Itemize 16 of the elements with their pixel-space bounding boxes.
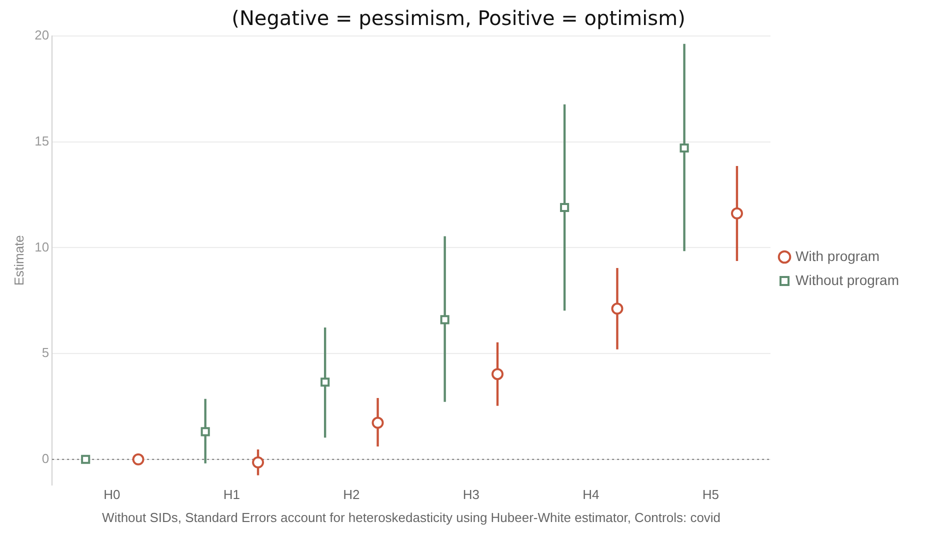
legend-label: Without program <box>796 272 899 288</box>
y-axis-title: Estimate <box>11 235 26 286</box>
y-tick-label: 5 <box>42 345 50 360</box>
y-tick-label: 20 <box>34 28 50 43</box>
text: Without SIDs, Standard Errors account for heteroskedasticity using Hubeer-White estimator, Controls: covid <box>102 510 721 525</box>
chart-title: (Negative = pessimism, Positive = optimism) <box>232 6 686 30</box>
y-tick-label: 15 <box>34 133 50 148</box>
x-tick-label: H3 <box>462 487 480 502</box>
legend-label: With program <box>796 248 880 264</box>
y-tick-label: 0 <box>42 450 50 466</box>
x-tick-label: H2 <box>343 487 360 502</box>
x-tick-label: H0 <box>104 487 120 502</box>
x-tick-label: H1 <box>223 487 240 502</box>
x-tick-label: H4 <box>582 487 600 502</box>
x-tick-label: H5 <box>702 487 719 502</box>
y-tick-label: 10 <box>34 239 50 254</box>
